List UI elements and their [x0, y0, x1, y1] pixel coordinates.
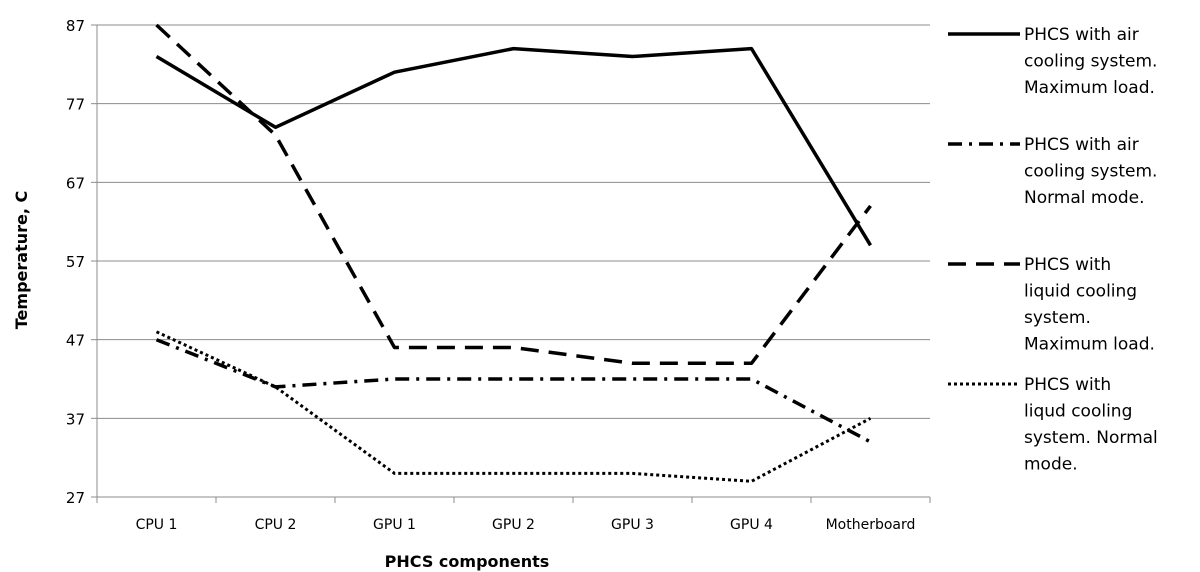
legend-label: mode.	[1024, 455, 1078, 475]
legend-label: cooling system.	[1024, 162, 1157, 182]
series-line-3	[155, 23, 872, 366]
series-line-4	[155, 330, 872, 483]
x-tick-label: GPU 1	[373, 517, 416, 533]
legend-label: liqud cooling	[1024, 402, 1132, 422]
legend-entry: PHCS with air cooling system. Maximum load…	[948, 25, 1157, 98]
x-tick-label: GPU 2	[492, 517, 535, 533]
legend-label: Maximum load.	[1024, 78, 1155, 98]
y-tick-label: 37	[66, 410, 85, 428]
legend-entry: PHCS with air cooling system. Normal mode.	[948, 135, 1157, 208]
y-tick-label: 27	[66, 489, 85, 507]
legend-label: system. Normal	[1024, 428, 1158, 448]
x-tick-label: Motherboard	[826, 517, 916, 533]
legend-label: PHCS with air	[1024, 25, 1139, 45]
y-tick-label: 57	[66, 253, 85, 271]
y-tick-label: 67	[66, 174, 85, 192]
legend-label: liquid cooling	[1024, 282, 1137, 302]
legend-label: PHCS with	[1024, 255, 1111, 275]
legend-label: Maximum load.	[1024, 335, 1155, 355]
x-tick-label: GPU 4	[730, 517, 773, 533]
legend-entry: PHCS with liqud cooling system. Normal mode…	[948, 375, 1158, 475]
axes	[96, 25, 930, 498]
y-tick-label: 77	[66, 96, 85, 114]
y-axis-title: Temperature, C	[12, 191, 31, 329]
y-tick-label: 47	[66, 332, 85, 350]
legend-label: cooling system.	[1024, 52, 1157, 72]
x-tick-label: CPU 1	[136, 517, 178, 533]
legend: PHCS with air cooling system. Maximum load…	[948, 25, 1158, 475]
legend-label: PHCS with air	[1024, 135, 1139, 155]
legend-label: PHCS with	[1024, 375, 1111, 395]
series-line-1	[155, 46, 872, 247]
x-tick-label: CPU 2	[255, 517, 297, 533]
legend-label: Normal mode.	[1024, 188, 1145, 208]
y-axis-ticks: 27 37 47 57 67 77 87	[66, 17, 97, 507]
y-tick-label: 87	[66, 17, 85, 35]
series-lines	[155, 23, 872, 483]
legend-entry: PHCS with liquid cooling system. Maximum lo…	[948, 255, 1155, 355]
series-line-2	[155, 338, 872, 444]
x-tick-label: GPU 3	[611, 517, 654, 533]
x-axis-title: PHCS components	[385, 552, 550, 571]
legend-label: system.	[1024, 308, 1091, 328]
x-axis-ticks: CPU 1 CPU 2 GPU 1 GPU 2 GPU 3 GPU 4 Motherboar…	[96, 497, 931, 533]
